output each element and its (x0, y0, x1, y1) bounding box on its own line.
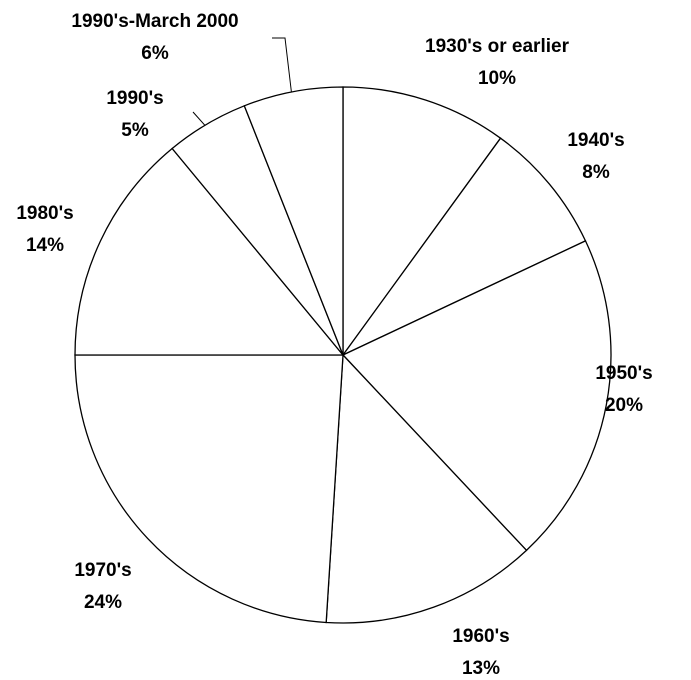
slice-label: 1960's (452, 626, 509, 647)
slice-label: 1930's or earlier (425, 36, 570, 57)
pie-slice (342, 86, 502, 358)
slice-label: 1970's (74, 560, 131, 581)
slice-value-label: 8% (582, 162, 610, 183)
slice-label: 1990's-March 2000 (71, 11, 238, 32)
slice-value-label: 24% (84, 592, 122, 613)
slice-value-label: 5% (121, 120, 149, 141)
pie-slice (341, 240, 612, 552)
slice-label: 1950's (595, 363, 652, 384)
slice-value-label: 14% (26, 235, 64, 256)
slice-label: 1980's (16, 203, 73, 224)
slice-value-label: 20% (605, 395, 643, 416)
slice-label: 1990's (106, 88, 163, 109)
leader-line (272, 37, 293, 98)
pie-slice (74, 354, 344, 624)
slice-value-label: 6% (141, 43, 169, 64)
slice-value-label: 10% (478, 68, 516, 89)
slice-value-label: 13% (462, 658, 500, 679)
slice-label: 1940's (567, 130, 624, 151)
pie-slice (325, 353, 528, 624)
pie-slice (342, 137, 587, 356)
pie-slice (243, 86, 344, 356)
pie-slice (74, 147, 345, 356)
